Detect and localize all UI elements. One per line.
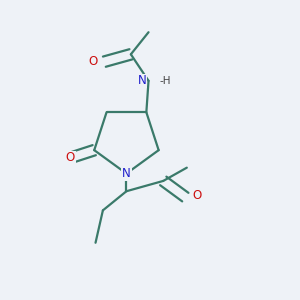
Text: O: O (193, 189, 202, 202)
Text: -H: -H (160, 76, 171, 86)
Text: O: O (88, 55, 98, 68)
Text: O: O (66, 152, 75, 164)
Text: N: N (137, 74, 146, 87)
Text: N: N (122, 167, 131, 180)
